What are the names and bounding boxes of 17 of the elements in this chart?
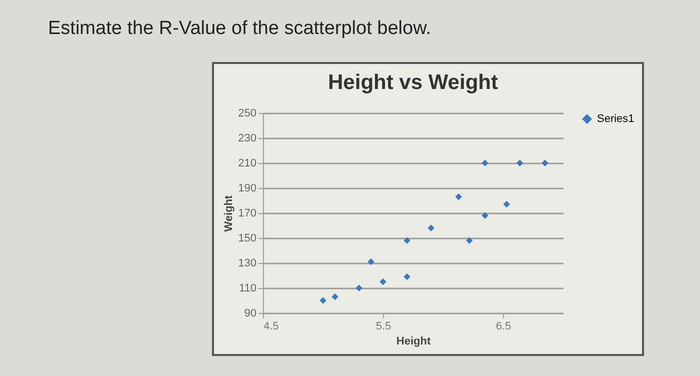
y-tick-label: 110 — [238, 282, 256, 294]
y-tick-label: 170 — [238, 208, 256, 220]
y-tick-label: 230 — [238, 132, 256, 144]
y-tick-label: 90 — [244, 308, 256, 320]
x-axis-title: Height — [396, 336, 431, 348]
y-axis-title: Weight — [223, 194, 236, 232]
x-tick-label: 5.5 — [376, 320, 392, 332]
legend-label: Series1 — [597, 113, 634, 125]
x-tick-label: 6.5 — [496, 320, 512, 332]
chart-title: Height vs Weight — [328, 71, 498, 94]
text: Estimate the R-Value of the scatterplot below. — [48, 18, 432, 40]
x-tick-label: 4.5 — [264, 320, 279, 332]
y-tick-label: 250 — [238, 108, 256, 120]
y-tick-label: 130 — [238, 258, 256, 270]
y-tick-label: 190 — [238, 182, 256, 194]
y-tick-label: 150 — [238, 232, 256, 244]
y-tick-label: 210 — [238, 158, 256, 170]
